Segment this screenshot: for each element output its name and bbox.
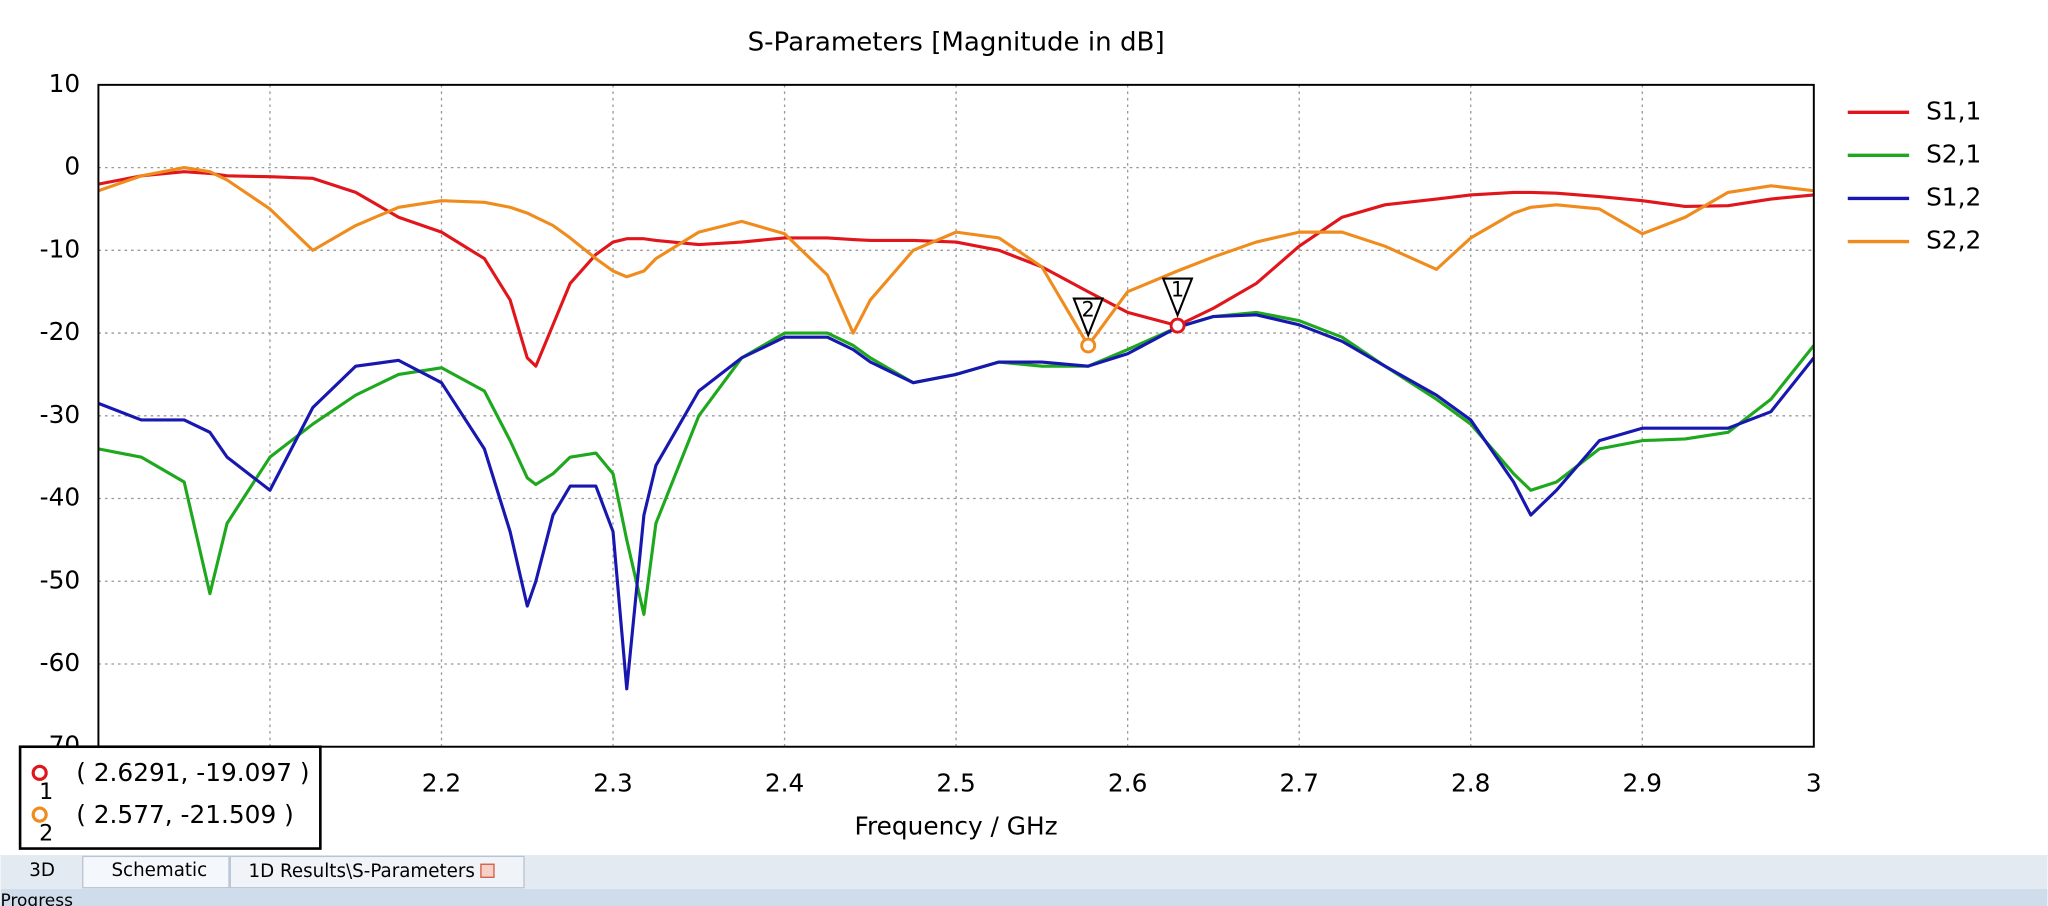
x-tick-label: 2.5: [936, 769, 975, 798]
marker-point: [1169, 317, 1186, 334]
plot-frame: [97, 83, 1815, 748]
legend-label: S2,2: [1926, 226, 1981, 255]
tab-active-bg: [82, 855, 230, 889]
readout-value: ( 2.577, -21.509 ): [76, 800, 294, 829]
tab[interactable]: 3D: [29, 860, 55, 881]
tab[interactable]: 1D Results\S-Parameters: [249, 861, 475, 882]
legend: S1,1 S2,1 S1,2 S2,2: [1847, 96, 1981, 255]
readout-index: 1: [39, 779, 53, 805]
x-tick-label: 2.3: [593, 769, 632, 798]
tab-close[interactable]: [480, 863, 495, 878]
x-tick-label: 2.7: [1279, 769, 1318, 798]
status-text: Progress: [1, 891, 74, 906]
legend-label: S1,1: [1926, 96, 1981, 125]
x-tick-label: 2.2: [422, 769, 461, 798]
y-tick-label: -60: [40, 648, 81, 677]
series-line: [98, 313, 1814, 691]
x-tick-label: 2.6: [1108, 769, 1147, 798]
marker-readout-box: [18, 745, 322, 850]
series-line: [98, 310, 1814, 616]
tab-bg: [229, 855, 525, 889]
markers: 12: [1072, 277, 1194, 354]
y-tick-label: 10: [49, 69, 81, 98]
readout-value: ( 2.6291, -19.097 ): [76, 758, 309, 787]
y-tick-label: -30: [40, 400, 81, 429]
y-tick-label: 0: [64, 152, 80, 181]
readout-icon: [31, 806, 48, 823]
series-line: [98, 166, 1814, 348]
marker-readout: 1 ( 2.6291, -19.097 ) 2 ( 2.577, -21.509 ): [31, 758, 310, 847]
series-line: [98, 170, 1814, 368]
readout-icon: [31, 764, 48, 781]
marker-flag: [1072, 297, 1105, 338]
plot-lines: [98, 166, 1814, 691]
x-tick-label: 3: [1806, 769, 1822, 798]
x-tick-label: 2.4: [765, 769, 804, 798]
tab[interactable]: Schematic: [111, 860, 207, 881]
x-tick-label: 2.9: [1623, 769, 1662, 798]
chart-title: S-Parameters [Magnitude in dB]: [748, 28, 1165, 58]
legend-label: S2,1: [1926, 139, 1981, 168]
status-bar: [0, 889, 2048, 906]
x-tick-label: 2.8: [1451, 769, 1490, 798]
y-tick-label: -50: [40, 565, 81, 594]
marker-flag-label: 1: [1171, 277, 1184, 301]
legend-label: S1,2: [1926, 182, 1981, 211]
y-tick-label: -20: [40, 317, 81, 346]
marker-point: [1080, 337, 1097, 354]
y-tick-label: -10: [40, 234, 81, 263]
x-axis-label: Frequency / GHz: [855, 812, 1058, 841]
marker-flag: [1161, 277, 1194, 319]
marker-flag-label: 2: [1082, 297, 1095, 321]
y-tick-label: -40: [40, 483, 81, 512]
readout-index: 2: [39, 821, 53, 847]
